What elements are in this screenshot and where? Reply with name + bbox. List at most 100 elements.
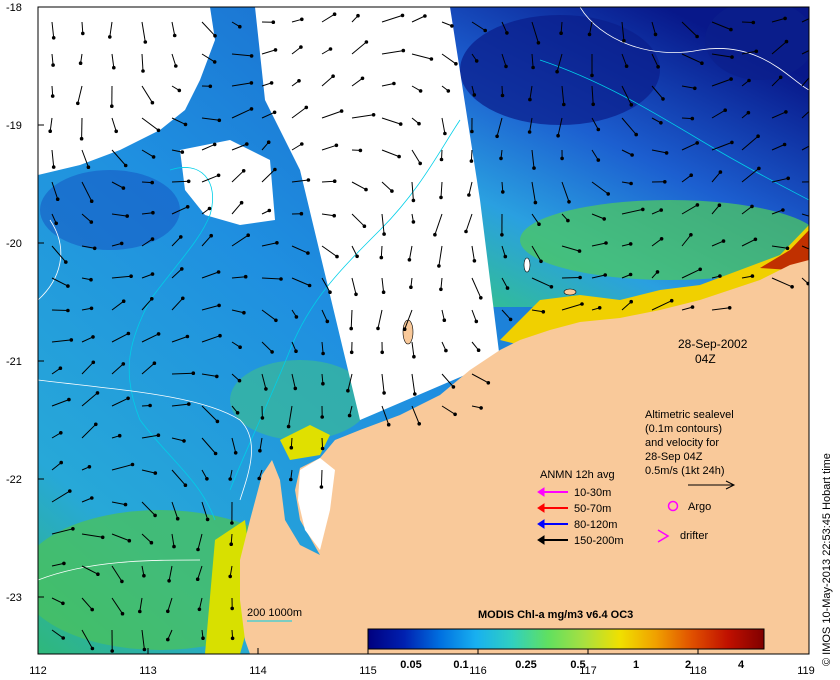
velocity-vector: [441, 117, 446, 134]
velocity-vector: [350, 309, 353, 329]
velocity-vector-head: [108, 35, 112, 39]
depth-contour-1000m: [229, 119, 461, 491]
velocity-vector: [621, 117, 637, 135]
velocity-vector: [471, 21, 486, 31]
arrow-icon: [537, 519, 568, 529]
velocity-vector: [201, 21, 216, 37]
velocity-vector-head: [110, 649, 114, 653]
velocity-vector: [201, 271, 219, 279]
velocity-vector-head: [693, 86, 697, 91]
velocity-vector-head: [439, 157, 444, 162]
velocity-vector: [621, 301, 632, 311]
velocity-vector: [380, 245, 383, 258]
velocity-vector: [621, 21, 625, 41]
velocity-vector-head: [750, 274, 755, 278]
velocity-vector: [171, 372, 194, 375]
velocity-vector-head: [230, 521, 234, 525]
velocity-vector-head: [382, 232, 386, 236]
velocity-vector-head: [418, 161, 423, 166]
velocity-vector: [408, 245, 413, 260]
velocity-vector-head: [112, 65, 116, 70]
velocity-vector-head: [364, 187, 368, 192]
velocity-vector-head: [89, 277, 93, 282]
velocity-vector-head: [142, 647, 147, 652]
velocity-vector: [201, 437, 216, 454]
velocity-vector-head: [59, 431, 63, 435]
velocity-vector-head: [267, 208, 272, 213]
velocity-vector-head: [717, 203, 722, 207]
velocity-vector-head: [486, 381, 491, 385]
velocity-vector: [291, 106, 307, 119]
velocity-vector: [51, 562, 65, 567]
velocity-vector: [259, 437, 263, 451]
velocity-vector-head: [187, 402, 191, 406]
velocity-vector: [291, 143, 303, 151]
velocity-vector: [111, 333, 129, 343]
velocity-vector: [621, 149, 633, 156]
velocity-vector: [531, 53, 534, 68]
velocity-vector: [141, 238, 153, 247]
velocity-vector: [201, 335, 221, 343]
velocity-vector-head: [185, 205, 190, 209]
velocity-vector-head: [349, 326, 354, 331]
velocity-vector-head: [727, 306, 732, 310]
velocity-vector-head: [299, 45, 303, 49]
velocity-vector: [531, 21, 539, 43]
velocity-vector: [651, 85, 664, 100]
velocity-vector: [741, 206, 753, 215]
velocity-vector: [81, 181, 93, 202]
velocity-vector-head: [186, 179, 191, 184]
velocity-vector: [589, 21, 593, 35]
velocity-vector: [231, 309, 245, 314]
velocity-vector-head: [437, 264, 441, 268]
y-tick-label: -20: [6, 238, 22, 250]
velocity-vector-head: [119, 241, 124, 246]
velocity-vector-head: [442, 318, 447, 323]
velocity-vector-head: [730, 55, 734, 59]
velocity-vector-head: [205, 477, 209, 481]
velocity-vector: [377, 309, 383, 329]
velocity-vector: [261, 373, 267, 390]
anmn-legend-label: 80-120m: [574, 519, 617, 531]
velocity-vector-head: [641, 207, 645, 212]
velocity-vector: [261, 277, 282, 280]
velocity-vector: [171, 501, 179, 519]
velocity-vector-head: [233, 451, 238, 455]
velocity-vector-head: [212, 60, 217, 64]
velocity-vector: [651, 149, 667, 154]
velocity-vector-head: [690, 116, 695, 121]
velocity-vector-head: [659, 208, 663, 212]
velocity-vector: [231, 170, 245, 183]
velocity-vector-head: [243, 274, 248, 279]
velocity-vector: [111, 363, 124, 375]
velocity-vector-head: [121, 186, 126, 190]
colorbar-tick-label: 4: [738, 659, 745, 671]
velocity-vector: [557, 117, 563, 136]
velocity-vector: [651, 300, 672, 311]
velocity-vector-head: [695, 203, 700, 207]
velocity-vector-head: [778, 75, 783, 80]
velocity-vector-head: [55, 197, 60, 201]
velocity-vector-head: [238, 24, 242, 29]
velocity-vector-head: [205, 517, 210, 522]
velocity-vector: [171, 268, 183, 279]
velocity-vector-head: [446, 89, 451, 93]
velocity-vector: [381, 14, 403, 23]
velocity-vector-head: [79, 136, 84, 141]
velocity-vector: [771, 144, 785, 151]
velocity-vector: [381, 373, 385, 393]
velocity-vector-head: [400, 13, 405, 18]
velocity-vector: [81, 149, 89, 168]
velocity-vector-head: [54, 221, 58, 226]
velocity-vector: [171, 403, 189, 407]
velocity-vector-head: [273, 167, 277, 172]
velocity-vector: [801, 18, 809, 23]
island: [523, 257, 531, 273]
anmn-legend-item: 10-30m: [537, 487, 611, 499]
velocity-vector-head: [325, 319, 330, 324]
velocity-vector-head: [539, 259, 543, 264]
velocity-vector-head: [364, 40, 369, 44]
velocity-vector-head: [249, 54, 254, 58]
velocity-vector-head: [172, 544, 176, 549]
velocity-vector: [531, 213, 540, 225]
